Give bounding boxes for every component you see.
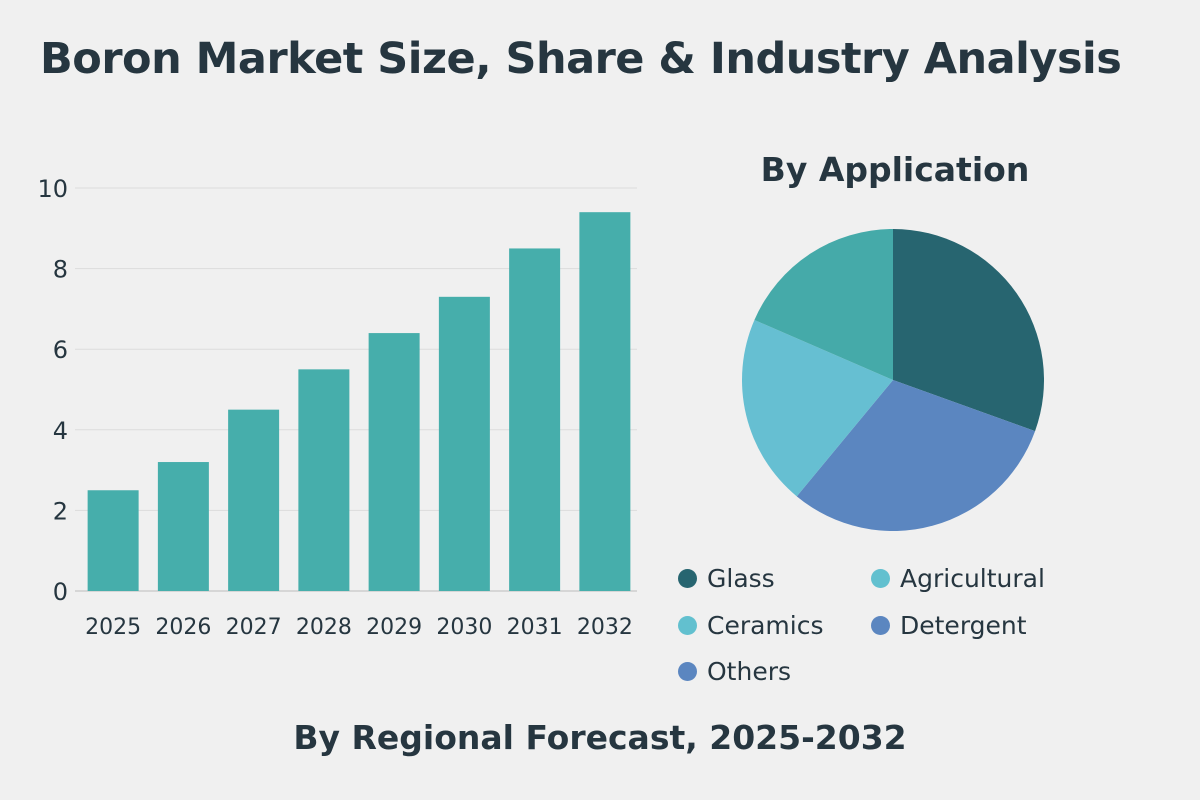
x-tick-label: 2031 xyxy=(507,615,563,640)
y-tick-label: 10 xyxy=(37,175,68,203)
bar-2029 xyxy=(368,333,420,591)
x-tick-label: 2026 xyxy=(155,615,211,640)
legend-item-ceramics: Ceramics xyxy=(678,611,824,640)
x-tick-label: 2025 xyxy=(85,615,141,640)
y-tick-label: 4 xyxy=(53,417,68,445)
bar-2028 xyxy=(298,369,350,591)
legend-label: Agricultural xyxy=(900,564,1045,593)
legend-swatch xyxy=(678,616,697,635)
pie-slice-glass xyxy=(893,229,1044,432)
x-tick-label: 2030 xyxy=(436,615,492,640)
x-tick-label: 2032 xyxy=(577,615,633,640)
bar-2031 xyxy=(509,248,561,591)
x-tick-label: 2028 xyxy=(296,615,352,640)
y-tick-label: 6 xyxy=(53,336,68,364)
legend-swatch xyxy=(678,662,697,681)
y-tick-label: 2 xyxy=(53,497,68,525)
legend-item-agricultural: Agricultural xyxy=(871,564,1045,593)
page-title: Boron Market Size, Share & Industry Anal… xyxy=(40,34,1122,84)
legend-item-detergent: Detergent xyxy=(871,611,1027,640)
y-tick-label: 0 xyxy=(53,578,68,606)
pie-chart-title: By Application xyxy=(760,150,1030,189)
legend-label: Detergent xyxy=(900,611,1027,640)
legend-label: Ceramics xyxy=(707,611,824,640)
bar-2027 xyxy=(228,409,280,591)
pie-slice-ceramics xyxy=(754,229,893,380)
y-tick-label: 8 xyxy=(53,256,68,284)
pie-slice-detergent xyxy=(796,380,1036,532)
bar-2030 xyxy=(438,296,490,591)
x-tick-label: 2027 xyxy=(226,615,282,640)
legend-item-glass: Glass xyxy=(678,564,775,593)
legend-swatch xyxy=(678,569,697,588)
legend-swatch xyxy=(871,569,890,588)
legend-item-others: Others xyxy=(678,657,791,686)
x-tick-label: 2029 xyxy=(366,615,422,640)
bar-2026 xyxy=(157,462,209,591)
legend-swatch xyxy=(871,616,890,635)
footer-subtitle: By Regional Forecast, 2025-2032 xyxy=(293,718,907,757)
legend-label: Glass xyxy=(707,564,775,593)
bar-2032 xyxy=(579,212,631,591)
bar-2025 xyxy=(87,490,139,591)
pie-slice-agricultural xyxy=(742,320,893,497)
legend-label: Others xyxy=(707,657,792,686)
